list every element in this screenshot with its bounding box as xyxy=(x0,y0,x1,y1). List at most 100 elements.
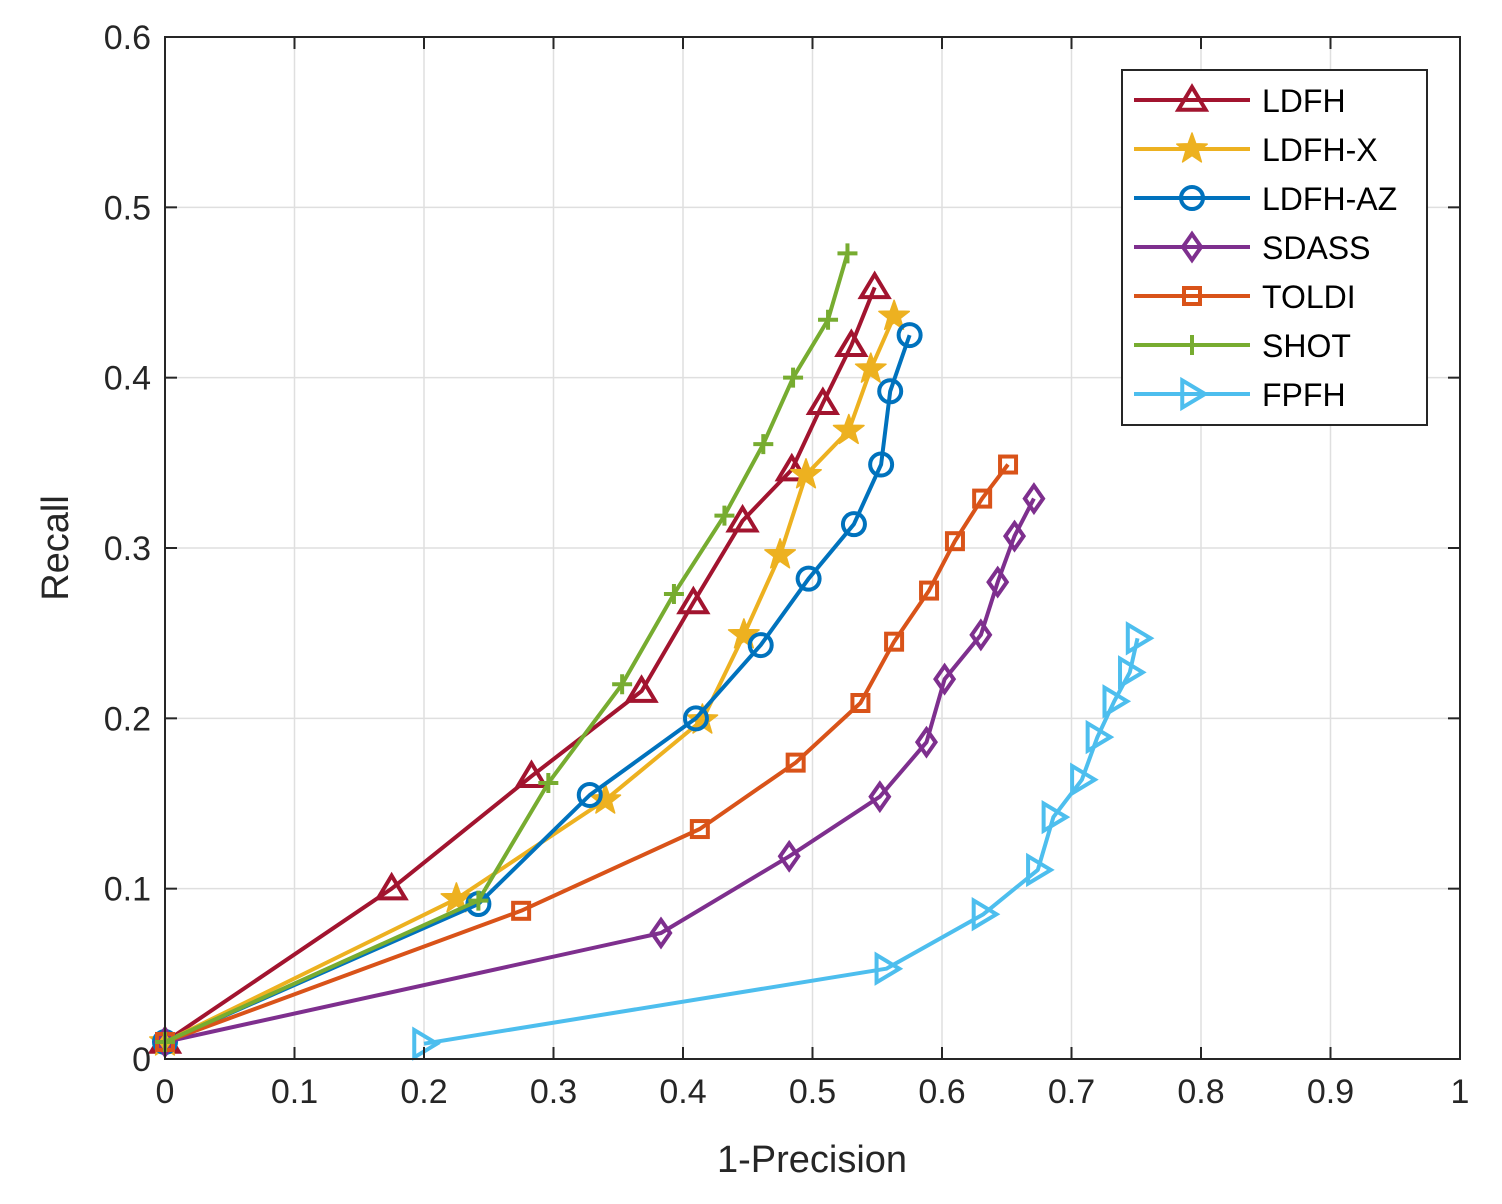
data-point-ldfh xyxy=(676,585,711,615)
legend-label: SHOT xyxy=(1262,328,1351,364)
data-point-ldfh xyxy=(774,452,809,482)
data-point-ldfh-x xyxy=(854,352,887,383)
data-point-ldfh xyxy=(857,270,892,300)
data-point-toldi xyxy=(785,752,806,773)
legend-swatch-marker xyxy=(1180,230,1204,264)
data-point-ldfh-az xyxy=(868,451,895,478)
plot-border xyxy=(164,36,1461,1060)
legend-entry-toldi: TOLDI xyxy=(1134,279,1356,315)
x-tick-label: 0.9 xyxy=(1307,1073,1354,1111)
data-point-sdass xyxy=(649,916,673,950)
x-tick-label: 0.8 xyxy=(1177,1073,1224,1111)
data-point-sdass xyxy=(969,618,993,652)
data-point-ldfh xyxy=(725,503,760,533)
data-point-toldi xyxy=(972,488,993,509)
legend-swatch-marker xyxy=(1179,185,1205,211)
data-point-fpfh xyxy=(1085,719,1115,755)
legend-label: LDFH xyxy=(1262,83,1346,119)
data-point-toldi xyxy=(919,580,940,601)
data-point-shot xyxy=(753,434,774,455)
data-point-shot xyxy=(663,583,684,604)
y-tick-label: 0 xyxy=(132,1041,151,1079)
data-point-fpfh xyxy=(1118,655,1147,690)
series-line-ldfh-x xyxy=(164,315,896,1044)
y-tick-label: 0.5 xyxy=(104,189,151,227)
series-line-shot xyxy=(164,252,850,1044)
data-point-fpfh xyxy=(874,951,904,986)
data-point-sdass xyxy=(1002,519,1027,553)
data-point-fpfh xyxy=(971,897,1001,932)
data-point-shot xyxy=(538,773,559,794)
x-tick-label: 0.6 xyxy=(918,1073,965,1111)
y-tick-label: 0.4 xyxy=(104,360,151,398)
legend-label: FPFH xyxy=(1262,377,1346,413)
y-tick-label: 0.1 xyxy=(104,871,151,909)
data-point-ldfh-x xyxy=(832,413,865,445)
x-tick-label: 1 xyxy=(1451,1073,1470,1111)
data-point-ldfh-az xyxy=(877,378,904,405)
y-tick-label: 0.2 xyxy=(104,700,151,738)
data-point-fpfh xyxy=(1070,762,1099,797)
axes: 0 0.1 0.2 0.3 0.4 0.5 0.6 0.7 0.8 0.9 1 0 0.1 0.2 0.3 0… xyxy=(104,19,1470,1111)
legend-label: SDASS xyxy=(1262,230,1370,266)
legend-swatch-marker xyxy=(1182,286,1202,306)
data-point-toldi xyxy=(850,693,871,714)
legend-swatch-marker xyxy=(1180,376,1209,412)
data-point-ldfh-az xyxy=(576,781,603,808)
data-point-fpfh xyxy=(412,1026,441,1061)
x-tick-label: 0.5 xyxy=(789,1073,836,1111)
data-point-ldfh-az xyxy=(896,322,923,349)
legend-label: LDFH-AZ xyxy=(1262,181,1397,217)
series-line-ldfh-az xyxy=(164,334,912,1044)
x-tick-label: 0.3 xyxy=(530,1073,577,1111)
data-point-ldfh-az xyxy=(840,511,867,538)
data-point-fpfh xyxy=(1041,799,1071,835)
legend-swatch-marker xyxy=(1174,83,1210,112)
x-tick-label: 0.4 xyxy=(659,1073,706,1111)
legend-entry-ldfh: LDFH xyxy=(1134,83,1346,119)
data-point-sdass xyxy=(777,839,801,873)
x-tick-label: 0.1 xyxy=(271,1073,318,1111)
legend-entry-fpfh: FPFH xyxy=(1134,376,1346,413)
legend-label: LDFH-X xyxy=(1262,132,1378,168)
legend-swatch-marker xyxy=(1182,335,1202,355)
data-point-shot xyxy=(818,309,839,330)
data-point-shot xyxy=(612,674,633,695)
data-point-ldfh-x xyxy=(589,783,622,814)
data-point-sdass xyxy=(986,565,1010,599)
data-point-shot xyxy=(714,505,735,526)
data-point-ldfh-az xyxy=(747,632,774,659)
x-axis-label: 1-Precision xyxy=(717,1139,907,1181)
legend-swatch-marker xyxy=(1176,132,1208,163)
data-point-sdass xyxy=(868,780,892,814)
legend: LDFH LDFH-X LDFH-AZ SDASS TOLDI SHOT FPFH xyxy=(1121,69,1428,426)
y-tick-label: 0.6 xyxy=(104,19,151,57)
data-point-ldfh-x xyxy=(727,618,760,649)
series-layer xyxy=(147,243,1155,1061)
data-point-sdass xyxy=(1022,482,1046,516)
data-point-toldi xyxy=(998,454,1019,475)
x-tick-label: 0.2 xyxy=(400,1073,447,1111)
y-tick-label: 0.3 xyxy=(104,530,151,568)
data-point-ldfh xyxy=(624,674,659,703)
data-point-ldfh xyxy=(374,871,409,901)
data-point-ldfh xyxy=(805,386,841,415)
data-point-fpfh xyxy=(1125,621,1155,656)
series-line-sdass xyxy=(164,497,1036,1044)
data-point-toldi xyxy=(689,819,710,840)
legend-entry-sdass: SDASS xyxy=(1134,230,1370,266)
series-line-ldfh xyxy=(163,286,877,1044)
series-ldfh xyxy=(147,270,892,1054)
data-point-shot xyxy=(783,367,804,388)
data-point-toldi xyxy=(511,900,532,921)
y-axis-label: Recall xyxy=(35,495,77,601)
data-point-ldfh-x xyxy=(878,299,911,331)
data-point-ldfh-x xyxy=(764,538,797,569)
data-point-ldfh xyxy=(514,759,549,788)
legend-label: TOLDI xyxy=(1262,279,1356,315)
data-point-ldfh-x xyxy=(440,882,473,913)
data-point-shot xyxy=(468,890,489,911)
data-point-sdass xyxy=(914,725,939,759)
data-point-toldi xyxy=(884,631,905,652)
